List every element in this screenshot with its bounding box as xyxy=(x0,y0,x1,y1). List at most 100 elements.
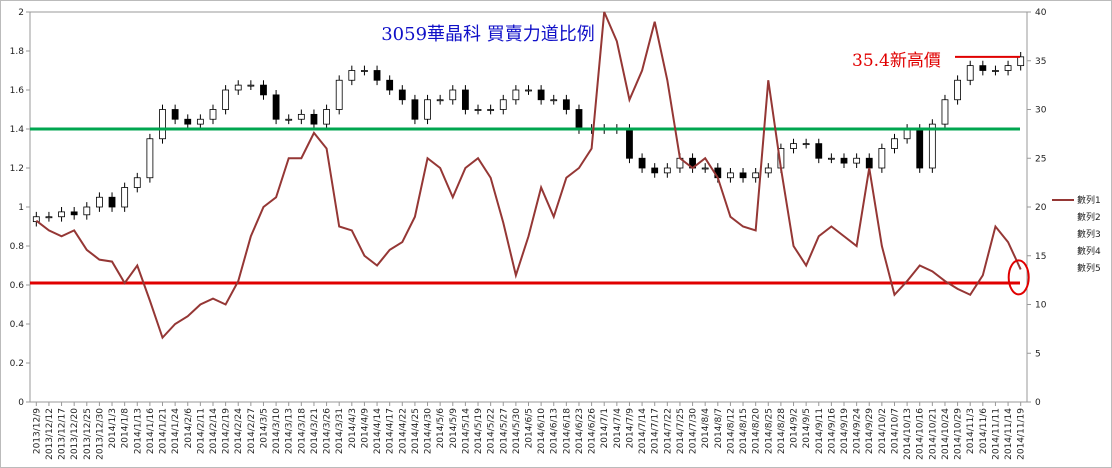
y2-tick-label: 40 xyxy=(1035,8,1047,18)
candle-body xyxy=(1004,65,1012,71)
x-tick-label: 2014/11/6 xyxy=(979,408,989,454)
x-tick-label: 2014/8/28 xyxy=(777,408,787,454)
x-tick-label: 2014/8/4 xyxy=(701,408,711,449)
x-tick-label: 2014/7/22 xyxy=(663,408,673,454)
candle-body xyxy=(512,89,520,101)
x-tick-label: 2014/4/25 xyxy=(411,408,421,454)
candle-body xyxy=(247,84,255,87)
x-tick-label: 2014/7/30 xyxy=(689,408,699,454)
candle-body xyxy=(96,196,103,208)
candle-body xyxy=(272,94,280,120)
y2-tick-label: 30 xyxy=(1035,106,1047,116)
candle-body xyxy=(1017,56,1025,67)
x-tick-label: 2014/3/13 xyxy=(285,408,295,454)
candle-body xyxy=(386,79,394,91)
candle-body xyxy=(550,99,558,102)
y2-tick-label: 15 xyxy=(1035,252,1046,262)
x-tick-label: 2014/10/21 xyxy=(928,408,938,460)
candle-body xyxy=(916,128,924,169)
legend-label: 數列3 xyxy=(1077,228,1101,240)
x-tick-label: 2014/4/17 xyxy=(386,408,396,454)
candle-body xyxy=(133,177,141,188)
x-tick-label: 2014/2/11 xyxy=(196,408,206,454)
y-tick-label: 0.4 xyxy=(10,320,25,330)
x-tick-label: 2014/1/13 xyxy=(133,408,143,454)
candle-body xyxy=(727,172,734,179)
x-tick-label: 2013/12/17 xyxy=(58,408,68,460)
candle-body xyxy=(966,65,974,81)
x-tick-label: 2014/1/21 xyxy=(159,408,169,454)
x-tick-label: 2014/5/27 xyxy=(499,408,509,454)
y-tick-label: 1.6 xyxy=(10,86,25,96)
x-tick-label: 2014/5/14 xyxy=(461,408,471,454)
x-tick-label: 2014/3/10 xyxy=(272,408,282,454)
x-tick-label: 2013/12/12 xyxy=(45,408,55,460)
x-tick-label: 2014/3/18 xyxy=(297,408,307,454)
x-tick-label: 2014/9/19 xyxy=(840,408,850,454)
candle-body xyxy=(234,84,242,91)
candle-body xyxy=(802,143,810,146)
candle-body xyxy=(764,167,772,174)
x-tick-label: 2014/8/20 xyxy=(752,408,762,454)
candle-body xyxy=(398,89,406,101)
x-tick-label: 2014/3/21 xyxy=(310,408,320,454)
candle-body xyxy=(196,118,204,125)
x-tick-label: 2014/5/22 xyxy=(487,408,497,454)
x-tick-label: 2014/9/11 xyxy=(815,408,825,454)
x-tick-label: 2014/3/5 xyxy=(259,408,269,448)
x-tick-label: 2014/7/14 xyxy=(638,408,648,454)
x-tick-label: 2014/5/19 xyxy=(474,408,484,454)
x-tick-label: 2014/4/9 xyxy=(360,408,370,449)
candle-body xyxy=(209,109,217,120)
candle-body xyxy=(449,89,457,101)
y-tick-label: 2 xyxy=(18,8,24,18)
x-tick-label: 2014/5/30 xyxy=(512,408,522,454)
x-tick-label: 2014/6/18 xyxy=(562,408,572,454)
x-tick-label: 2014/2/27 xyxy=(247,408,257,454)
x-tick-label: 2014/10/13 xyxy=(903,408,913,460)
candle-body xyxy=(373,70,381,81)
candle-body xyxy=(979,65,987,71)
candle-body xyxy=(701,167,709,170)
x-tick-label: 2014/8/7 xyxy=(714,408,724,448)
candle-body xyxy=(474,109,482,111)
annotation: 35.4新高價 xyxy=(852,51,941,71)
candle-body xyxy=(297,113,305,120)
x-tick-label: 2014/11/3 xyxy=(966,408,976,454)
x-tick-label: 2014/9/5 xyxy=(802,408,812,448)
x-tick-label: 2014/11/11 xyxy=(991,408,1001,460)
x-tick-label: 2014/3/31 xyxy=(335,408,345,454)
x-tick-label: 2014/4/3 xyxy=(348,408,358,448)
legend-label: 數列5 xyxy=(1077,262,1101,274)
x-tick-label: 2013/12/20 xyxy=(70,408,80,460)
y-tick-label: 0.6 xyxy=(10,281,25,291)
y2-tick-label: 10 xyxy=(1035,301,1047,311)
x-tick-label: 2014/10/7 xyxy=(890,408,900,454)
candle-body xyxy=(853,157,861,164)
x-tick-label: 2014/9/2 xyxy=(790,408,800,448)
legend-label: 數列2 xyxy=(1077,211,1101,223)
candle-body xyxy=(752,172,760,179)
candle-body xyxy=(562,99,570,110)
candle-body xyxy=(323,109,330,125)
x-tick-label: 2014/6/5 xyxy=(525,408,535,448)
candle-body xyxy=(184,118,192,125)
candle-body xyxy=(827,157,835,160)
x-tick-label: 2014/8/25 xyxy=(764,408,774,454)
candle-body xyxy=(790,143,797,149)
x-tick-label: 2013/12/30 xyxy=(95,408,105,460)
chart-title: 3059華晶科 買賣力道比例 xyxy=(381,24,595,45)
x-tick-label: 2014/9/16 xyxy=(827,408,837,454)
candle-body xyxy=(335,79,343,110)
candle-body xyxy=(941,99,949,125)
x-tick-label: 2014/7/9 xyxy=(625,408,635,449)
candle-body xyxy=(411,99,419,120)
y2-tick-label: 5 xyxy=(1035,349,1041,359)
candle-body xyxy=(461,89,469,110)
candle-body xyxy=(260,84,267,96)
x-tick-label: 2014/10/2 xyxy=(878,408,888,454)
x-tick-label: 2013/12/25 xyxy=(83,408,93,460)
x-tick-label: 2014/11/14 xyxy=(1004,408,1014,460)
y-tick-label: 1.8 xyxy=(10,47,25,57)
